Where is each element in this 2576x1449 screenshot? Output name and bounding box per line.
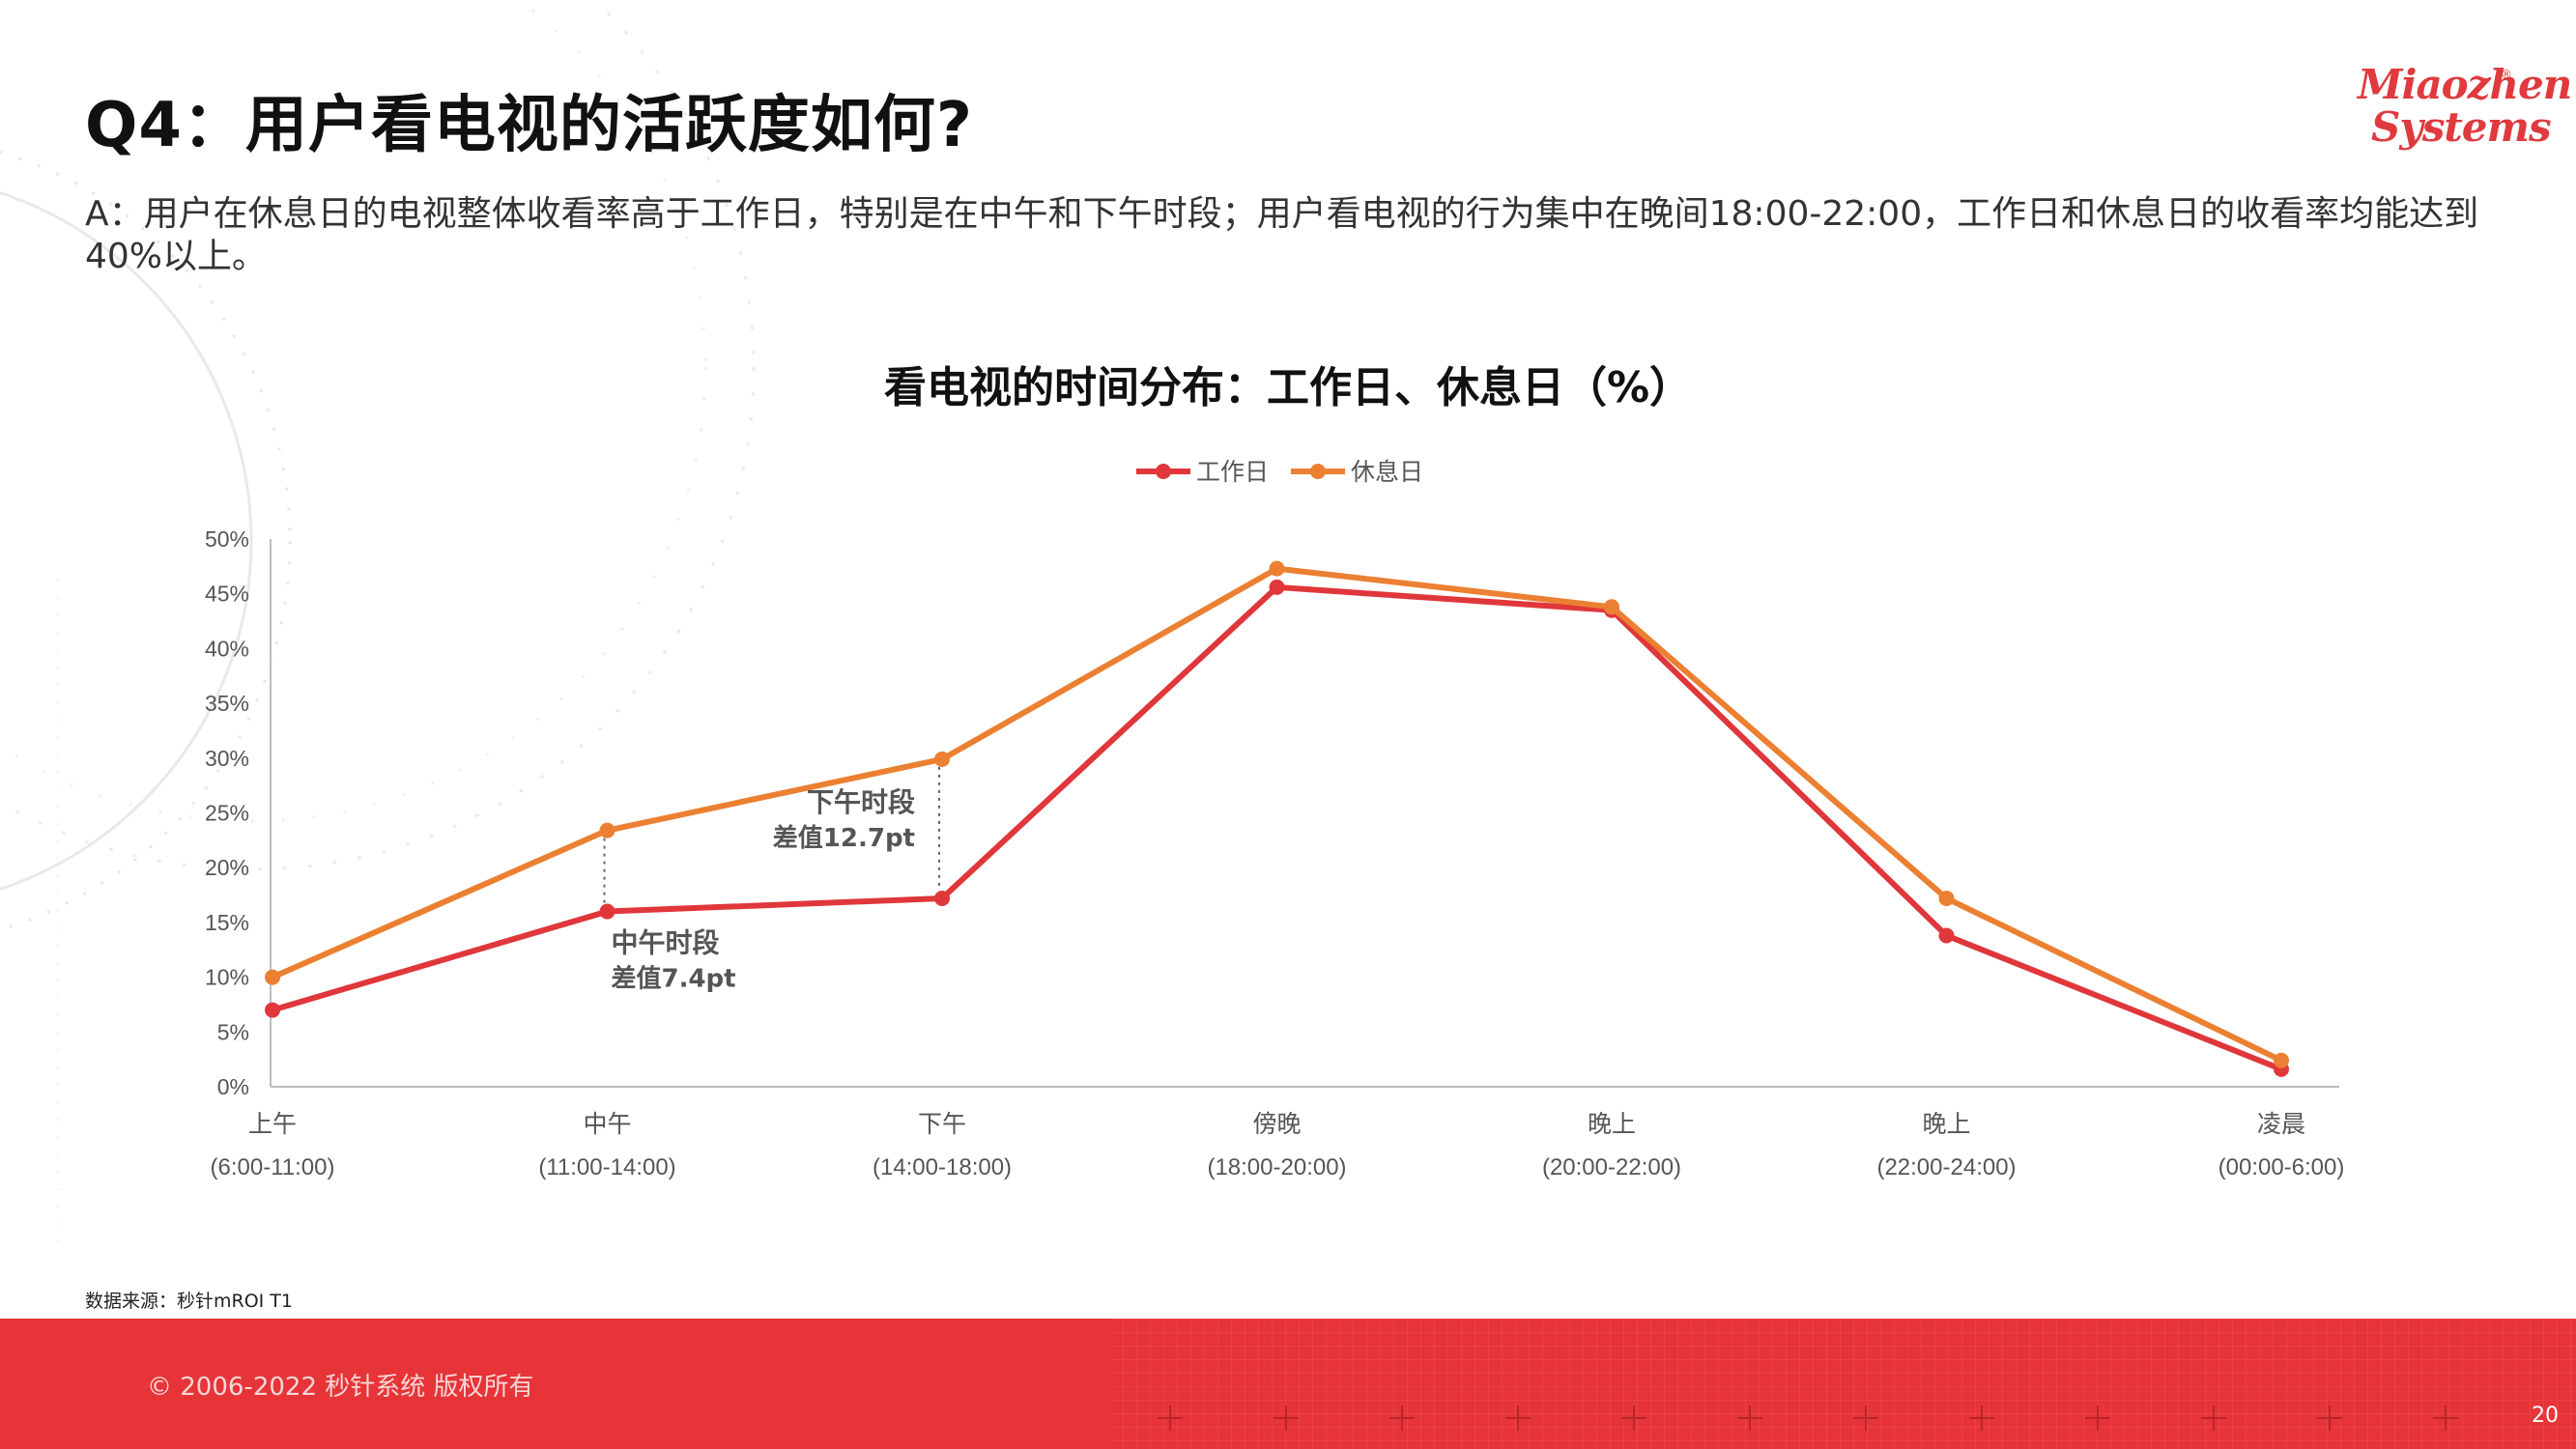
legend-label: 工作日 <box>1196 458 1269 486</box>
data-point <box>934 751 950 767</box>
annotation-value: 差值12.7pt <box>773 823 915 853</box>
series-line-1 <box>270 565 2284 1064</box>
y-tick-label: 25% <box>205 801 249 826</box>
data-point <box>599 903 615 920</box>
page-number: 20 <box>2532 1404 2559 1428</box>
legend-swatch-dot <box>1156 464 1171 479</box>
x-tick-label: 傍晚 <box>1252 1110 1301 1138</box>
annotation-title: 下午时段 <box>807 786 915 818</box>
data-point <box>1269 560 1285 577</box>
x-tick-label: 晚上 <box>1588 1110 1636 1138</box>
x-tick-range-label: (22:00-24:00) <box>1876 1154 2016 1180</box>
x-tick-label: 中午 <box>583 1110 631 1138</box>
y-tick-label: 35% <box>205 691 249 716</box>
x-tick-range-label: (20:00-22:00) <box>1542 1154 1681 1180</box>
data-source: 数据来源：秒针mROI T1 <box>85 1291 294 1312</box>
data-point <box>265 969 280 985</box>
footer-grid-decoration <box>1111 1319 2576 1449</box>
y-tick-label: 20% <box>205 855 249 880</box>
x-tick-range-label: (6:00-11:00) <box>211 1154 335 1180</box>
y-tick-label: 5% <box>217 1019 249 1044</box>
series-line-0 <box>270 583 2284 1072</box>
data-point <box>1938 927 1955 944</box>
data-point <box>934 890 950 906</box>
x-tick-label: 凌晨 <box>2257 1110 2305 1138</box>
data-point <box>1269 579 1285 595</box>
data-point <box>1938 890 1955 906</box>
x-tick-label: 上午 <box>248 1110 297 1138</box>
annotation-value: 差值7.4pt <box>612 964 736 994</box>
x-tick-range-label: (14:00-18:00) <box>873 1154 1012 1180</box>
annotation-title: 中午时段 <box>612 927 720 959</box>
y-tick-label: 10% <box>205 965 249 990</box>
x-tick-range-label: (00:00-6:00) <box>2218 1154 2345 1180</box>
logo-registered-mark: ® <box>2501 68 2512 81</box>
data-point <box>2274 1052 2289 1068</box>
page-subtitle: A：用户在休息日的电视整体收看率高于工作日，特别是在中午和下午时段；用户看电视的… <box>85 194 2479 276</box>
x-tick-range-label: (18:00-20:00) <box>1207 1154 1346 1180</box>
data-point <box>265 1002 280 1018</box>
legend-label: 休息日 <box>1351 458 1423 486</box>
footer-bar: © 2006-2022 秒针系统 版权所有 20 <box>0 1319 2576 1449</box>
logo-line-2: Systems <box>2371 103 2552 151</box>
y-tick-label: 45% <box>205 582 249 607</box>
x-tick-range-label: (11:00-14:00) <box>538 1154 675 1180</box>
data-point <box>1604 599 1619 615</box>
y-tick-label: 30% <box>205 746 249 771</box>
chart-title: 看电视的时间分布：工作日、休息日（%） <box>883 363 1693 412</box>
copyright-text: © 2006-2022 秒针系统 版权所有 <box>147 1373 534 1402</box>
page-title: Q4：用户看电视的活跃度如何? <box>85 90 974 161</box>
y-tick-label: 50% <box>205 526 249 552</box>
x-tick-label: 下午 <box>918 1110 966 1138</box>
line-chart: 0% 5% 10% 15% 20% 25% 30% 35% 40% 45% 50% 上午 (6:00-1… <box>205 458 2345 1180</box>
data-point <box>599 822 615 838</box>
x-tick-label: 晚上 <box>1922 1110 1970 1138</box>
y-tick-label: 15% <box>205 910 249 935</box>
y-tick-label: 0% <box>217 1074 249 1099</box>
y-tick-label: 40% <box>205 636 249 661</box>
legend-swatch-dot <box>1310 464 1326 479</box>
